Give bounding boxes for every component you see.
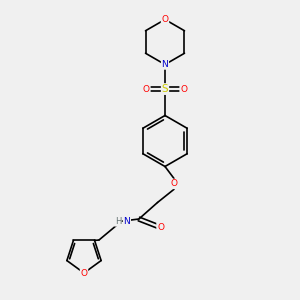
Text: O: O <box>143 85 150 94</box>
Text: O: O <box>157 223 164 232</box>
Text: H: H <box>115 217 121 226</box>
Text: S: S <box>162 84 168 94</box>
Text: O: O <box>180 85 187 94</box>
Text: N: N <box>162 60 168 69</box>
Text: O: O <box>161 15 169 24</box>
Text: O: O <box>170 179 178 188</box>
Text: O: O <box>80 268 88 278</box>
Text: N: N <box>124 217 130 226</box>
